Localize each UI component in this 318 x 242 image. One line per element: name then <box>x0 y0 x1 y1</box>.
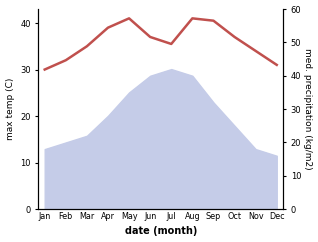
Y-axis label: med. precipitation (kg/m2): med. precipitation (kg/m2) <box>303 48 313 170</box>
X-axis label: date (month): date (month) <box>125 227 197 236</box>
Y-axis label: max temp (C): max temp (C) <box>5 78 15 140</box>
